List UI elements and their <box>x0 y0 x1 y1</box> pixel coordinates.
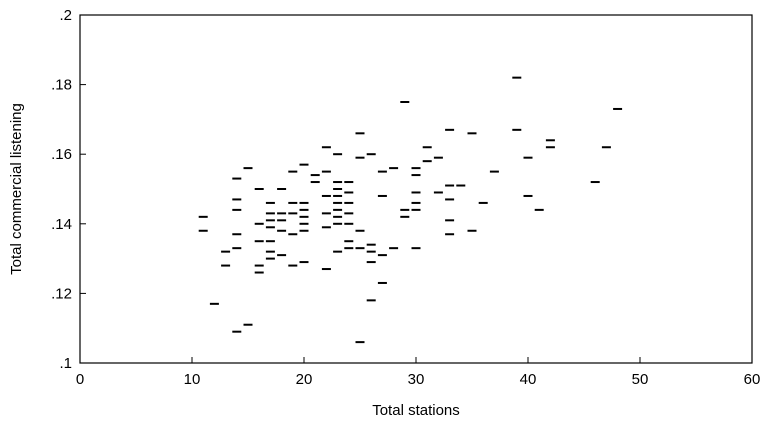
y-axis-label: Total commercial listening <box>8 103 25 275</box>
y-tick-label: .12 <box>51 285 72 302</box>
x-axis-label: Total stations <box>372 402 460 419</box>
x-tick-label: 30 <box>408 371 425 388</box>
y-tick-label: .18 <box>51 77 72 94</box>
plot-frame <box>79 14 753 364</box>
y-tick-label: .2 <box>59 7 72 24</box>
y-tick-label: .16 <box>51 146 72 163</box>
x-tick-label: 0 <box>76 371 84 388</box>
x-tick-label: 50 <box>632 371 649 388</box>
data-points <box>198 76 623 344</box>
axis-ticks: 0 10 20 30 40 50 60 .1 .12 .14 .16 .18 .2 <box>51 7 760 388</box>
y-tick-label: .1 <box>59 355 72 372</box>
x-tick-label: 60 <box>744 371 761 388</box>
x-tick-label: 40 <box>520 371 537 388</box>
y-tick-label: .14 <box>51 216 72 233</box>
x-tick-label: 20 <box>296 371 313 388</box>
x-tick-label: 10 <box>184 371 201 388</box>
